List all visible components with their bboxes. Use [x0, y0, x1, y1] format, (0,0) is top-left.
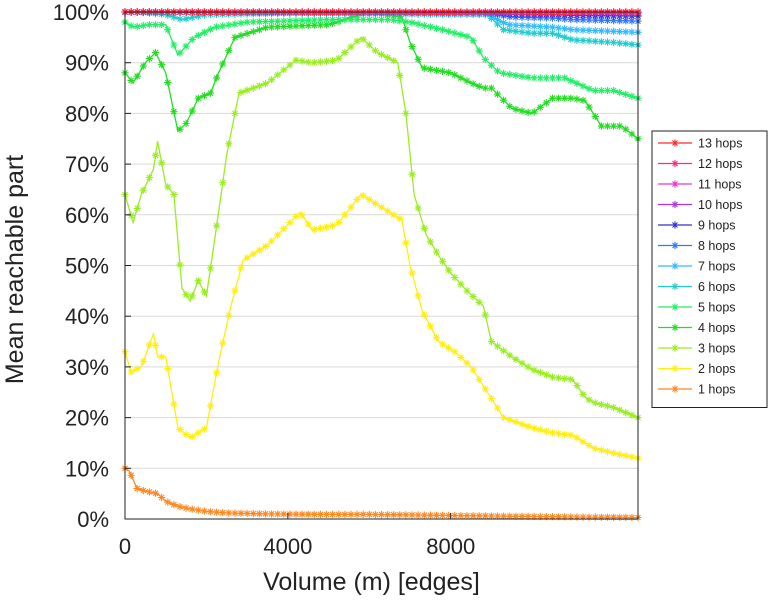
legend-label: 5 hops — [698, 301, 736, 315]
x-tick-label: 8000 — [426, 534, 475, 559]
legend-label: 7 hops — [698, 260, 736, 274]
legend-item: 4 hops — [658, 321, 736, 335]
y-tick-label: 70% — [65, 152, 109, 177]
legend: 13 hops 12 hops 11 hops 10 hops 9 hops 8 hops… — [651, 130, 768, 408]
y-tick-label: 30% — [65, 355, 109, 380]
legend-label: 6 hops — [698, 280, 736, 294]
legend-item: 11 hops — [658, 178, 742, 192]
legend-swatch-marker — [671, 241, 679, 250]
axis-ticks: 0% 10% 20% 30% 40% 50% 60% 70% 80% 90% 100% 0 4000 80… — [53, 0, 475, 559]
legend-label: 3 hops — [698, 342, 736, 356]
legend-item: 9 hops — [658, 219, 736, 233]
series-2-hops — [121, 192, 642, 462]
x-tick-label: 4000 — [263, 534, 312, 559]
legend-label: 8 hops — [698, 239, 736, 253]
legend-swatch-marker — [671, 344, 679, 352]
legend-item: 12 hops — [658, 157, 742, 171]
data-series — [121, 8, 642, 522]
y-tick-label: 100% — [53, 0, 109, 25]
series-markers — [121, 35, 642, 422]
series-3-hops — [121, 35, 642, 422]
legend-label: 4 hops — [698, 321, 736, 335]
legend-item: 8 hops — [658, 239, 736, 253]
legend-swatch-marker — [671, 159, 679, 168]
legend-swatch-marker — [671, 282, 679, 291]
legend-swatch-marker — [671, 139, 679, 147]
legend-swatch-marker — [671, 385, 679, 393]
y-tick-label: 10% — [65, 456, 109, 481]
legend-label: 13 hops — [698, 137, 742, 151]
legend-box — [651, 130, 768, 408]
legend-item: 13 hops — [658, 137, 742, 151]
legend-item: 2 hops — [658, 362, 736, 376]
x-axis-title: Volume (m) [edges] — [263, 568, 480, 596]
y-tick-label: 0% — [77, 507, 109, 532]
x-tick-label: 0 — [119, 534, 131, 559]
y-tick-label: 60% — [65, 203, 109, 228]
legend-swatch-marker — [671, 221, 679, 229]
y-tick-label: 20% — [65, 406, 109, 431]
legend-swatch-marker — [671, 364, 679, 373]
gridlines — [125, 11, 638, 520]
legend-swatch-marker — [671, 200, 679, 209]
legend-label: 10 hops — [698, 198, 742, 212]
legend-item: 5 hops — [658, 301, 736, 315]
series-markers — [121, 192, 642, 462]
y-axis-title: Mean reachable part — [1, 155, 29, 384]
legend-item: 10 hops — [658, 198, 742, 212]
y-tick-label: 90% — [65, 51, 109, 76]
series-markers — [121, 464, 642, 522]
legend-item: 3 hops — [658, 342, 736, 356]
legend-label: 11 hops — [698, 178, 742, 192]
legend-swatch-marker — [671, 262, 679, 270]
legend-swatch-marker — [671, 180, 679, 188]
y-tick-label: 50% — [65, 254, 109, 279]
legend-label: 9 hops — [698, 219, 736, 233]
series-line — [124, 193, 639, 459]
y-tick-label: 80% — [65, 101, 109, 126]
legend-item: 1 hops — [658, 383, 736, 397]
legend-swatch-marker — [671, 323, 679, 332]
series-1-hops — [121, 464, 642, 522]
legend-swatch-marker — [671, 303, 679, 311]
legend-item: 7 hops — [658, 260, 736, 274]
legend-item: 6 hops — [658, 280, 736, 294]
series-line — [124, 467, 639, 519]
legend-label: 2 hops — [698, 362, 736, 376]
legend-label: 12 hops — [698, 157, 742, 171]
y-tick-label: 40% — [65, 304, 109, 329]
series-line — [124, 36, 639, 419]
series-line — [124, 18, 639, 99]
legend-label: 1 hops — [698, 383, 736, 397]
